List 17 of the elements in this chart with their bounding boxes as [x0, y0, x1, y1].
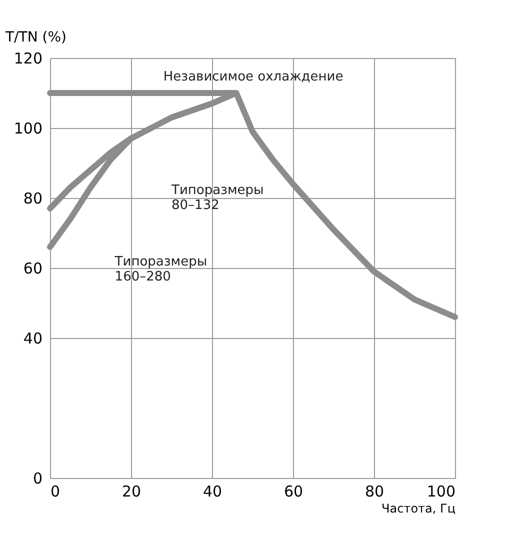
y-tick-label: 120	[14, 50, 42, 68]
y-axis-title: T/TN (%)	[4, 30, 66, 46]
x-tick-label: 100	[426, 482, 456, 500]
y-tick-label: 40	[23, 330, 42, 348]
x-tick-label: 80	[364, 482, 384, 500]
x-axis-title: Частота, Гц	[382, 502, 456, 516]
x-tick-label: 60	[284, 482, 304, 500]
x-tick-label: 0	[50, 482, 60, 500]
annotation: Типоразмеры 160–280	[114, 254, 208, 284]
annotation: Независимое охлаждение	[163, 70, 344, 85]
y-tick-label: 0	[32, 470, 42, 488]
y-tick-label: 60	[23, 260, 42, 278]
x-tick-label: 40	[202, 482, 222, 500]
y-tick-label: 80	[23, 190, 42, 208]
x-tick-label: 20	[122, 482, 142, 500]
annotation: Типоразмеры 80–132	[170, 183, 264, 213]
y-tick-label: 100	[14, 120, 42, 138]
